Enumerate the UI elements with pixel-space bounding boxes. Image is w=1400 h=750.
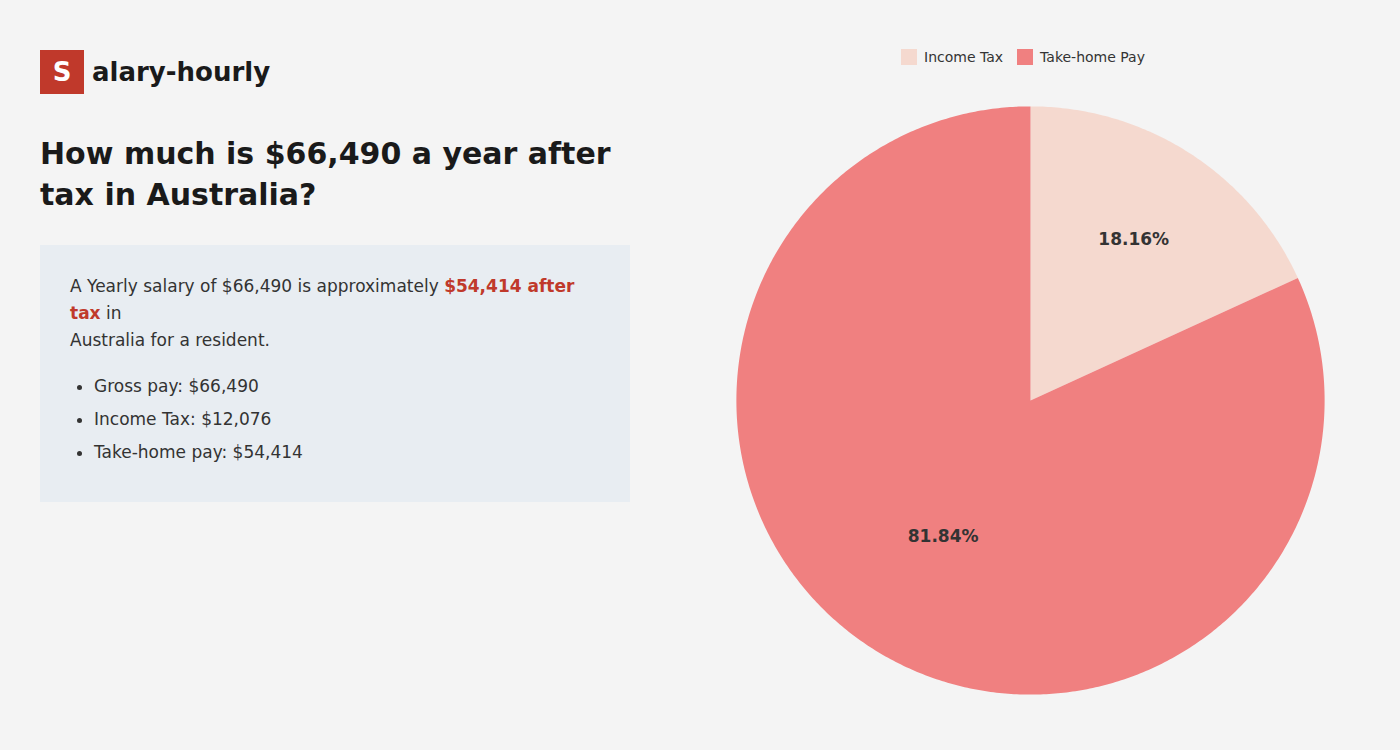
svg-text:18.16%: 18.16% [1098,229,1169,249]
html-text:A Yearly salary of $66,490 is: A Yearly salary of $66,490 is approximat… [70,276,581,324]
html-text:S: S [52,57,72,87]
html-text:Income Tax: Income Tax [924,48,1004,65]
html-text:How much is $66,490 a year aft: How much is $66,490 a year after tax in … [40,136,611,212]
html-text:Income Tax: $12,076: Income Tax: $12,076 [94,408,272,429]
svg-text:81.84%: 81.84% [908,526,979,546]
html-text:alary-hourly: alary-hourly [92,57,271,87]
html-text:Gross pay: $66,490: Gross pay: $66,490 [94,375,259,396]
html-text:Take-home pay: $54,414: Take-home pay: $54,414 [94,441,303,462]
html-text:Take-home Pay: Take-home Pay [1040,48,1145,65]
html-text:Australia for a resident.: Australia for a resident. [70,330,270,351]
